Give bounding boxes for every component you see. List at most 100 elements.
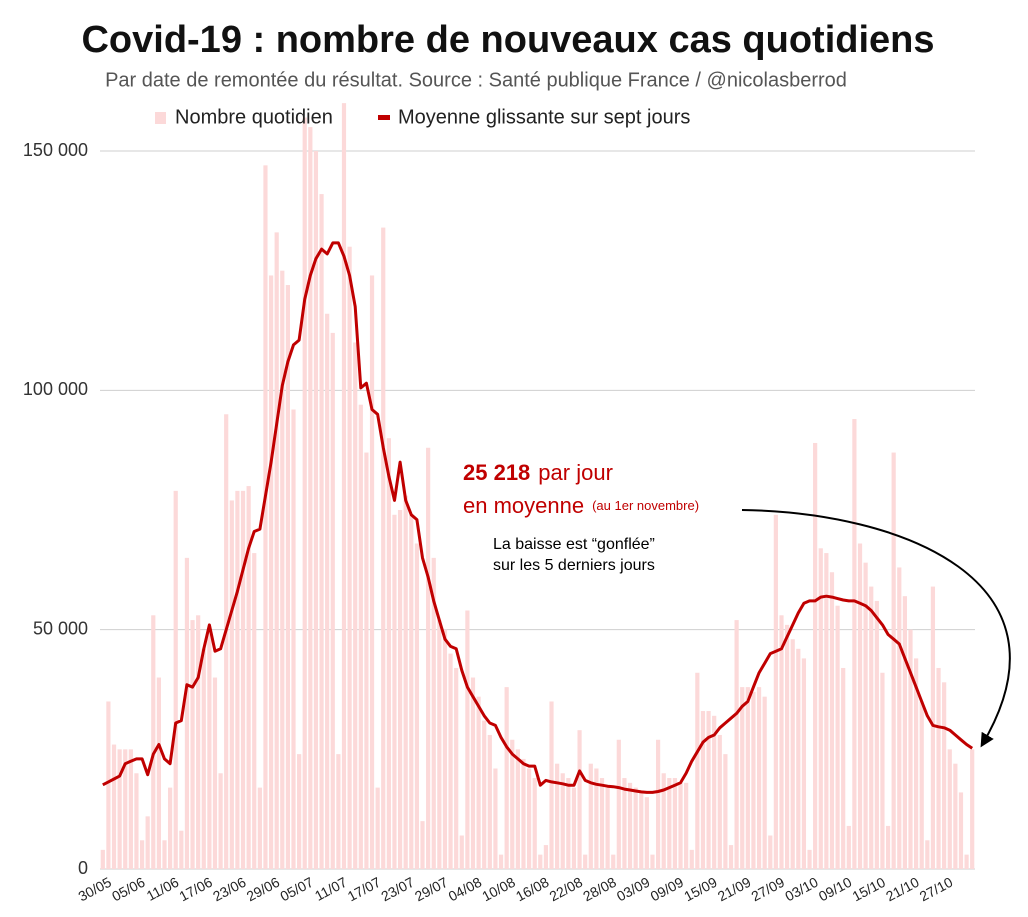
bar [734,620,739,869]
legend-swatch [378,115,390,120]
bar [543,845,549,869]
bar [381,227,386,869]
bar [100,849,105,869]
line [102,241,974,794]
bar [252,553,257,869]
x-tick-label: 22/08 [547,874,586,905]
bar [521,758,526,869]
chart-title: Covid-19 : nombre de nouveaux cas quotid… [81,19,934,61]
bar [723,754,728,869]
x-tick-label: 05/07 [277,874,316,905]
y-tick-label: 100 000 [23,379,88,399]
x-tick-label: 15/10 [850,874,889,905]
bar [431,557,436,869]
x-tick-label: 21/10 [883,874,922,905]
y-tick-label: 150 000 [23,140,88,160]
bar [622,778,627,869]
bar [751,691,756,869]
bar [549,701,554,869]
y-tick-label: 50 000 [33,618,88,638]
bar [740,687,745,869]
bar [712,715,717,869]
bar [173,490,178,869]
bar [611,854,616,869]
x-tick-label: 27/09 [749,874,788,905]
bar [369,275,375,869]
bar [728,845,734,869]
bar [482,720,487,869]
bar [633,787,638,869]
bar [123,749,128,869]
bar [510,739,515,869]
bar [605,787,610,869]
bar [207,629,212,869]
annotation-note: La baisse est “gonflée” [493,536,655,553]
bar [936,667,941,869]
bar [577,730,582,869]
bar [880,672,885,869]
bar [313,151,319,869]
bar [813,442,818,869]
x-tick-label: 17/07 [345,874,384,905]
bar [493,768,498,869]
bar [695,672,700,869]
bar [151,615,156,869]
bar [162,840,167,869]
bar [476,696,481,869]
bar [190,620,195,869]
x-tick-label: 05/06 [109,874,148,905]
bar [857,543,863,869]
bar [134,773,139,869]
bar [325,313,330,869]
bar [835,605,840,869]
bar [358,404,363,869]
bar [684,782,689,869]
bar [397,510,403,869]
bar [583,854,588,869]
bar [919,701,924,869]
bar [179,830,184,869]
bar [863,562,868,869]
legend-label: Nombre quotidien [175,106,333,128]
x-tick-label: 23/06 [210,874,249,905]
x-tick-label: 27/10 [917,874,956,905]
chart-subtitle: Par date de remontée du résultat. Source… [105,69,847,91]
bar [246,486,251,869]
bar [571,787,577,869]
bar [409,514,414,869]
x-tick-label: 23/07 [378,874,417,905]
bar [672,778,678,869]
bar [268,275,274,869]
bar [218,773,223,869]
bar [184,557,190,869]
bar [470,677,476,869]
x-tick-label: 15/09 [681,874,720,905]
bar [235,490,240,869]
bar [717,734,722,869]
bar [224,414,229,869]
bar [599,778,605,869]
bar [947,749,952,869]
annotation-note: sur les 5 derniers jours [493,557,655,574]
bar [807,849,812,869]
x-tick-label: 10/08 [479,874,518,905]
annotation: en moyenne (au 1er novembre) [463,493,699,518]
bar [504,687,509,869]
bar [111,744,117,869]
bar [644,797,649,869]
bar [801,658,807,869]
bar [285,285,291,869]
annotation-text: (au 1er novembre) [592,498,699,513]
bar [588,763,593,869]
bar [291,409,296,869]
x-tick-label: 28/08 [580,874,619,905]
bar [538,854,543,869]
bar [498,854,504,869]
bar [869,586,874,869]
bar [762,696,767,869]
bar [706,711,711,869]
x-tick-label: 11/06 [144,874,182,904]
bar [308,127,313,870]
bar [442,629,448,869]
bar [560,773,565,869]
